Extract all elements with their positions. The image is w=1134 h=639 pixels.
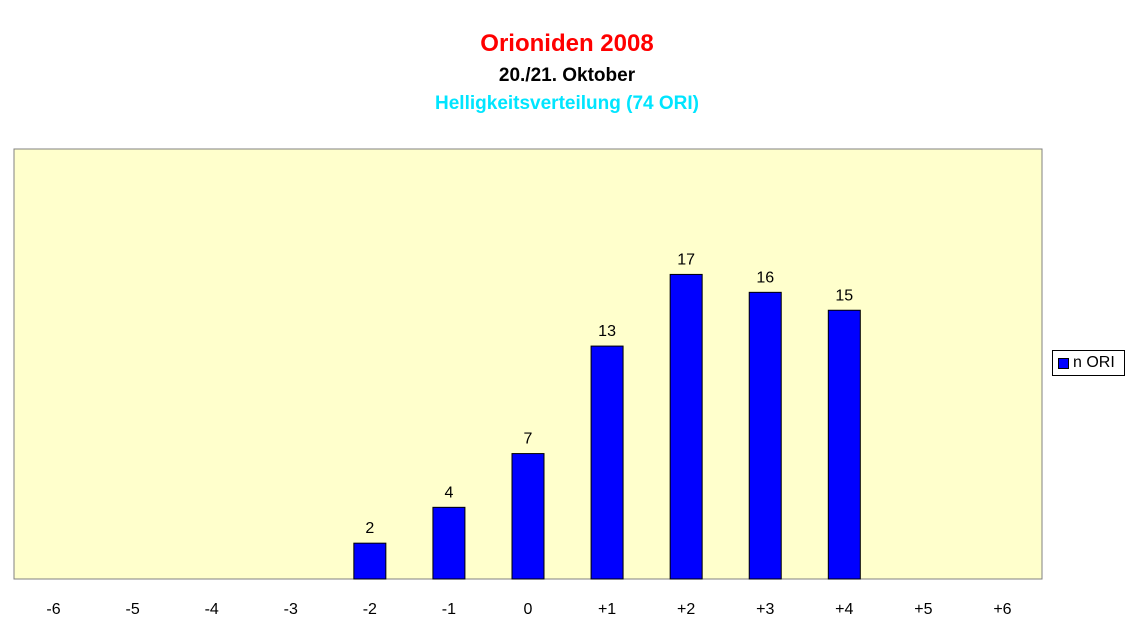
x-tick-label-+6: +6 xyxy=(993,601,1011,618)
bar--1 xyxy=(432,506,466,580)
data-label-+4: 15 xyxy=(835,287,853,304)
bar-+1 xyxy=(590,345,624,580)
x-tick-label--4: -4 xyxy=(205,601,219,618)
data-label-+3: 16 xyxy=(756,269,774,286)
data-label--2: 2 xyxy=(365,520,374,537)
bar-+4 xyxy=(827,309,861,580)
bar-+2 xyxy=(669,273,703,580)
bar--2 xyxy=(353,542,387,580)
data-label-0: 7 xyxy=(524,431,533,448)
chart-subtitle: 20./21. Oktober xyxy=(498,65,636,86)
chart-legend: n ORI xyxy=(1052,350,1125,376)
x-tick-label--3: -3 xyxy=(284,601,298,618)
legend-swatch xyxy=(1058,357,1069,369)
chart-subtitle-2: Helligkeitsverteilung (74 ORI) xyxy=(435,93,699,114)
chart-title: Orioniden 2008 xyxy=(480,30,654,57)
x-tick-label--5: -5 xyxy=(125,601,139,618)
x-tick-label-0: 0 xyxy=(524,601,533,618)
legend-label: n ORI xyxy=(1073,354,1115,371)
data-label--1: 4 xyxy=(444,484,453,501)
x-tick-label-+2: +2 xyxy=(677,601,695,618)
x-tick-label-+3: +3 xyxy=(756,601,774,618)
bar-+3 xyxy=(748,291,782,580)
data-label-+1: 13 xyxy=(598,323,616,340)
x-tick-label-+4: +4 xyxy=(835,601,853,618)
x-tick-label-+5: +5 xyxy=(914,601,932,618)
bar-0 xyxy=(511,453,545,580)
x-tick-label-+1: +1 xyxy=(598,601,616,618)
x-tick-label--6: -6 xyxy=(46,601,60,618)
x-tick-label--2: -2 xyxy=(363,601,377,618)
data-label-+2: 17 xyxy=(677,251,695,268)
x-tick-label--1: -1 xyxy=(442,601,456,618)
